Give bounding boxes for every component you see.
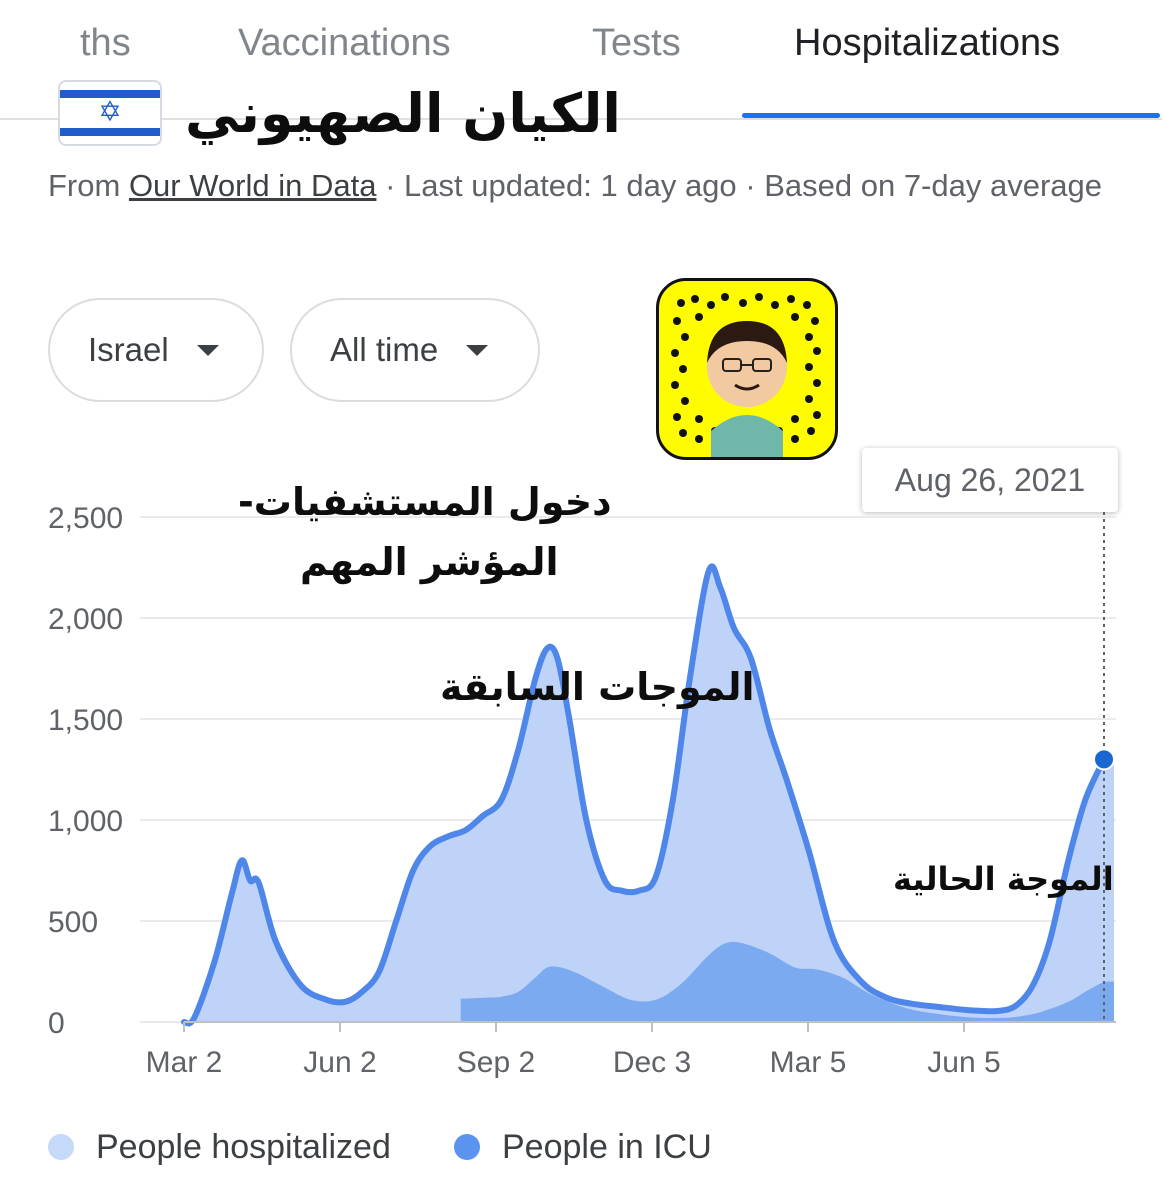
- annotation-hospital-admissions: دخول المستشفيات-: [238, 480, 612, 524]
- x-tick-label: Sep 2: [457, 1046, 535, 1079]
- period-label: All time: [330, 331, 439, 368]
- hospitalized-line: [181, 563, 1107, 1027]
- period-dropdown[interactable]: All time: [290, 298, 540, 402]
- y-axis-labels: 0 500 1,000 1,500 2,000 2,500: [48, 502, 123, 1040]
- region-label: Israel: [88, 331, 169, 368]
- tab-bar: ths Vaccinations Tests Hospitalizations: [0, 0, 1162, 120]
- legend-dot-icu: [454, 1134, 480, 1160]
- x-axis-ticks: Mar 2 Jun 2 Sep 2 Dec 3 Mar 5 Jun 5: [146, 1021, 1116, 1079]
- snapcode-avatar-icon: [656, 278, 838, 460]
- dropdown-caret-icon: [196, 344, 219, 356]
- legend-label-hospitalized: People hospitalized: [96, 1127, 391, 1166]
- annotation-current-wave: الموجة الحالية: [893, 860, 1114, 898]
- hospitalizations-chart[interactable]: 0 500 1,000 1,500 2,000 2,500 Mar 2 Jun 2 Sep 2…: [0, 470, 1162, 1110]
- x-tick-label: Mar 2: [146, 1046, 223, 1079]
- x-tick-label: Jun 2: [303, 1046, 376, 1079]
- y-tick-label: 2,000: [48, 603, 123, 636]
- country-title-overlay: الكيان الصهيوني: [185, 82, 621, 145]
- source-line: From Our World in Data · Last updated: 1…: [48, 162, 1138, 210]
- dropdown-caret-icon: [466, 344, 489, 356]
- y-tick-label: 500: [48, 906, 98, 939]
- legend-label-icu: People in ICU: [502, 1127, 712, 1166]
- tooltip-date: Aug 26, 2021: [894, 461, 1086, 498]
- x-tick-label: Jun 5: [927, 1046, 1000, 1079]
- series-areas: [181, 563, 1114, 1027]
- source-prefix: From: [48, 168, 129, 203]
- tab-tests[interactable]: Tests: [592, 22, 681, 64]
- x-tick-label: Dec 3: [613, 1046, 691, 1079]
- hospitalized-area: [184, 566, 1114, 1024]
- source-link[interactable]: Our World in Data: [128, 168, 377, 203]
- date-tooltip: Aug 26, 2021: [862, 448, 1118, 512]
- tab-deaths[interactable]: ths: [80, 22, 131, 64]
- annotation-previous-waves: الموجات السابقة: [440, 665, 755, 709]
- source-details: · Last updated: 1 day ago · Based on 7-d…: [376, 168, 1103, 203]
- region-dropdown[interactable]: Israel: [48, 298, 264, 402]
- x-tick-label: Mar 5: [770, 1046, 847, 1079]
- legend-dot-hospitalized: [48, 1134, 74, 1160]
- y-tick-label: 2,500: [48, 502, 123, 535]
- hover-marker: [1093, 512, 1115, 1022]
- legend-hospitalized[interactable]: People hospitalized: [48, 1122, 391, 1172]
- tab-divider: [0, 118, 1162, 120]
- tab-vaccinations[interactable]: Vaccinations: [238, 22, 451, 64]
- y-tick-label: 1,000: [48, 805, 123, 838]
- tab-hospitalizations[interactable]: Hospitalizations: [794, 22, 1061, 64]
- israel-flag-icon: ✡: [58, 80, 162, 146]
- active-tab-indicator: [742, 113, 1160, 118]
- legend-icu[interactable]: People in ICU: [454, 1122, 712, 1172]
- y-tick-label: 0: [48, 1007, 65, 1040]
- annotation-key-indicator: المؤشر المهم: [300, 540, 559, 584]
- icu-area: [460, 941, 1114, 1022]
- y-tick-label: 1,500: [48, 704, 123, 737]
- hover-point: [1093, 748, 1115, 771]
